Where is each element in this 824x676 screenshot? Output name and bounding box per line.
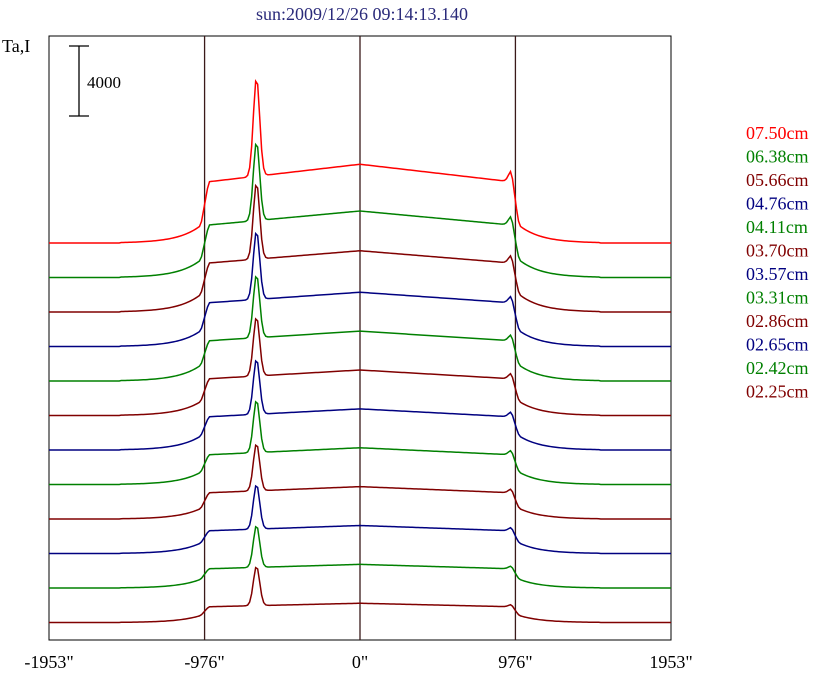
x-tick-label: 0" — [352, 652, 368, 672]
series-line — [49, 359, 671, 451]
legend-entry: 02.86cm — [746, 311, 809, 331]
legend-entry: 07.50cm — [746, 123, 809, 143]
legend-entry: 05.66cm — [746, 170, 809, 190]
series-line — [49, 78, 671, 244]
legend-entry: 03.31cm — [746, 288, 809, 308]
x-tick-labels: -1953" -976" 0" 976" 1953" — [24, 652, 692, 672]
legend-entry: 02.25cm — [746, 382, 809, 402]
legend-entry: 02.42cm — [746, 358, 809, 378]
y-axis-label: Ta,I — [2, 36, 30, 56]
x-tick-label: -976" — [184, 652, 224, 672]
scale-bar: 4000 — [69, 45, 121, 117]
x-tick-label: -1953" — [24, 652, 73, 672]
legend-entry: 04.76cm — [746, 194, 809, 214]
series-line — [49, 142, 671, 279]
series-line — [49, 525, 671, 589]
series-line — [49, 317, 671, 417]
scale-bar-label: 4000 — [87, 73, 121, 92]
legend-entry: 02.65cm — [746, 335, 809, 355]
series-line — [49, 566, 671, 624]
legend: 07.50cm 06.38cm 05.66cm 04.76cm 04.11cm 03.70… — [746, 123, 809, 402]
series-group — [49, 78, 671, 624]
series-line — [49, 484, 671, 555]
series-line — [49, 443, 671, 520]
legend-entry: 04.11cm — [746, 217, 808, 237]
legend-entry: 03.70cm — [746, 241, 809, 261]
chart-title: sun:2009/12/26 09:14:13.140 — [256, 4, 468, 24]
legend-entry: 03.57cm — [746, 264, 809, 284]
series-line — [49, 400, 671, 486]
x-tick-label: 1953" — [649, 652, 692, 672]
series-line — [49, 231, 671, 348]
series-line — [49, 275, 671, 382]
legend-entry: 06.38cm — [746, 147, 809, 167]
x-tick-label: 976" — [498, 652, 532, 672]
series-line — [49, 183, 671, 313]
vertical-reference-lines — [203, 36, 517, 640]
